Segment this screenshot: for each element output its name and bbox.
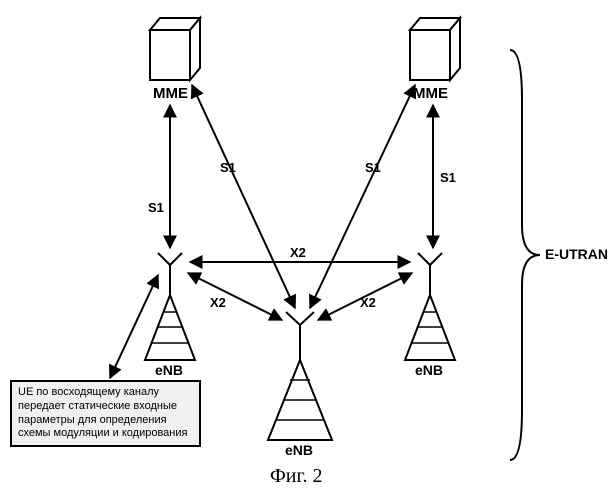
enb-mid-label: eNB	[285, 442, 313, 458]
edge-label-x2-right: X2	[360, 295, 376, 310]
edge-label-s1-3: S1	[365, 160, 381, 175]
mme-right-label: MME	[413, 85, 448, 102]
mme-right-node	[410, 18, 460, 80]
edge-label-x2-top: X2	[290, 245, 306, 260]
system-label: E-UTRAN	[545, 246, 608, 262]
mme-left-label: MME	[153, 85, 188, 102]
edge-label-s1-2: S1	[220, 160, 236, 175]
callout-box: UE по восходящему каналу передает статич…	[10, 380, 201, 447]
edge-label-x2-left: X2	[210, 295, 226, 310]
edge-label-s1-1: S1	[148, 200, 164, 215]
edge-s1-3	[310, 85, 415, 308]
edge-s1-2	[192, 85, 295, 308]
edge-x2-left	[188, 273, 282, 320]
enb-left-label: eNB	[155, 362, 183, 378]
figure-caption: Фиг. 2	[270, 465, 322, 488]
mme-left-node	[150, 18, 200, 80]
enb-right-label: eNB	[415, 362, 443, 378]
enb-right-node	[405, 253, 455, 360]
enb-left-node	[145, 253, 195, 360]
enb-mid-node	[268, 312, 332, 440]
callout-arrow	[110, 275, 158, 378]
edge-label-s1-4: S1	[440, 170, 456, 185]
brace	[510, 50, 540, 460]
